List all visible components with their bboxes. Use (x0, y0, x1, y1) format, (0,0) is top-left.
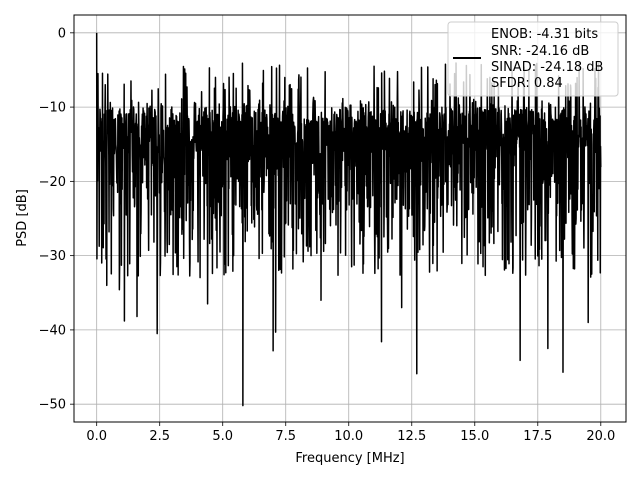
x-tick-label: 2.5 (149, 429, 170, 444)
psd-series-line (95, 32, 602, 407)
legend-entry-snr: SNR: -24.16 dB (491, 44, 589, 59)
y-axis-label: PSD [dB] (15, 189, 30, 247)
y-tick-label: 0 (58, 26, 66, 41)
legend: ENOB: -4.31 bits SNR: -24.16 dB SINAD: -… (447, 21, 619, 97)
x-tick-label: 10.0 (334, 429, 363, 444)
x-tick-label: 5.0 (212, 429, 233, 444)
legend-box (447, 21, 619, 97)
x-tick-label: 15.0 (460, 429, 489, 444)
y-tick-label: −40 (39, 323, 66, 338)
x-axis-label: Frequency [MHz] (295, 451, 404, 466)
legend-entry-enob: ENOB: -4.31 bits (491, 27, 598, 42)
x-tick-label: 7.5 (275, 429, 296, 444)
y-tick-label: −10 (39, 101, 66, 116)
y-tick-label: −20 (39, 175, 66, 190)
plot-frame (73, 14, 627, 423)
psd-trace (95, 32, 602, 407)
x-tick-label: 17.5 (523, 429, 552, 444)
x-tick-label: 20.0 (586, 429, 615, 444)
axis-ticks: 0.0 2.5 5.0 7.5 10.0 12.5 15.0 17.5 20.0 0 −10 −20 −… (39, 26, 616, 444)
legend-entry-sinad: SINAD: -24.18 dB (491, 60, 603, 75)
legend-entry-sfdr: SFDR: 0.84 (491, 76, 563, 91)
x-tick-label: 12.5 (397, 429, 426, 444)
y-tick-label: −50 (39, 398, 66, 413)
x-tick-label: 0.0 (86, 429, 107, 444)
y-tick-label: −30 (39, 249, 66, 264)
